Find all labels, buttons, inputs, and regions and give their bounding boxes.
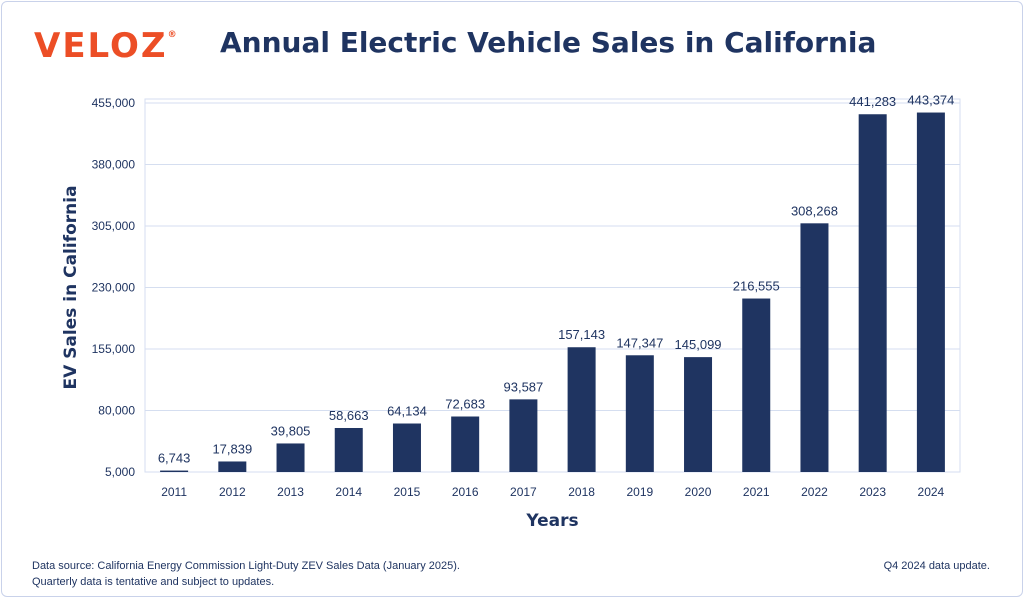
data-label: 39,805 bbox=[271, 423, 311, 438]
bar bbox=[451, 416, 480, 472]
x-tick-label: 2013 bbox=[277, 485, 304, 499]
y-tick-label: 380,000 bbox=[92, 158, 136, 172]
x-tick-label: 2022 bbox=[801, 485, 828, 499]
bar bbox=[625, 355, 654, 472]
x-tick-label: 2016 bbox=[452, 485, 479, 499]
x-tick-label: 2018 bbox=[568, 485, 595, 499]
x-tick-label: 2024 bbox=[918, 485, 945, 499]
x-tick-label: 2014 bbox=[335, 485, 362, 499]
y-tick-label: 155,000 bbox=[92, 342, 136, 356]
x-tick-label: 2019 bbox=[626, 485, 653, 499]
data-label: 147,347 bbox=[616, 335, 663, 350]
data-label: 216,555 bbox=[733, 279, 780, 294]
bar bbox=[218, 461, 247, 472]
data-label: 308,268 bbox=[791, 203, 838, 218]
x-axis-title: Years bbox=[525, 511, 578, 531]
y-tick-label: 5,000 bbox=[105, 465, 135, 479]
bar bbox=[334, 427, 363, 472]
chart-title: Annual Electric Vehicle Sales in Califor… bbox=[220, 26, 877, 59]
plot-area bbox=[144, 98, 961, 473]
logo-text: VELOZ bbox=[34, 26, 168, 66]
registered-mark: ® bbox=[167, 30, 177, 40]
data-update-note: Q4 2024 data update. bbox=[883, 560, 990, 572]
bar bbox=[742, 298, 771, 472]
bar bbox=[684, 357, 713, 472]
data-label: 58,663 bbox=[329, 408, 369, 423]
bar bbox=[509, 399, 538, 472]
bar bbox=[392, 423, 421, 472]
data-label: 443,374 bbox=[907, 93, 954, 108]
bar bbox=[276, 443, 305, 472]
y-axis-title: EV Sales in California bbox=[61, 185, 81, 389]
data-label: 6,743 bbox=[158, 451, 191, 466]
y-tick-label: 80,000 bbox=[98, 404, 135, 418]
veloz-logo: VELOZ® bbox=[34, 26, 177, 66]
data-label: 64,134 bbox=[387, 404, 427, 419]
x-tick-label: 2023 bbox=[859, 485, 886, 499]
x-tick-label: 2011 bbox=[161, 485, 187, 499]
bar bbox=[567, 347, 596, 472]
y-tick-label: 455,000 bbox=[92, 96, 136, 110]
data-source-line-1: Data source: California Energy Commissio… bbox=[32, 560, 460, 572]
x-tick-label: 2012 bbox=[219, 485, 246, 499]
data-source-line-2: Quarterly data is tentative and subject … bbox=[32, 576, 275, 588]
x-tick-label: 2017 bbox=[510, 485, 537, 499]
bar bbox=[800, 223, 829, 472]
bar bbox=[160, 470, 189, 472]
data-source-note: Data source: California Energy Commissio… bbox=[32, 558, 460, 590]
data-label: 441,283 bbox=[849, 94, 896, 109]
data-label: 93,587 bbox=[504, 379, 544, 394]
x-tick-label: 2015 bbox=[394, 485, 421, 499]
bar bbox=[916, 112, 945, 472]
x-tick-label: 2020 bbox=[685, 485, 712, 499]
x-tick-label: 2021 bbox=[743, 485, 770, 499]
bar bbox=[858, 114, 887, 473]
y-tick-label: 305,000 bbox=[92, 219, 136, 233]
data-label: 72,683 bbox=[445, 396, 485, 411]
data-label: 17,839 bbox=[212, 441, 252, 456]
data-label: 145,099 bbox=[675, 337, 722, 352]
data-label: 157,143 bbox=[558, 327, 605, 342]
y-tick-label: 230,000 bbox=[92, 281, 136, 295]
